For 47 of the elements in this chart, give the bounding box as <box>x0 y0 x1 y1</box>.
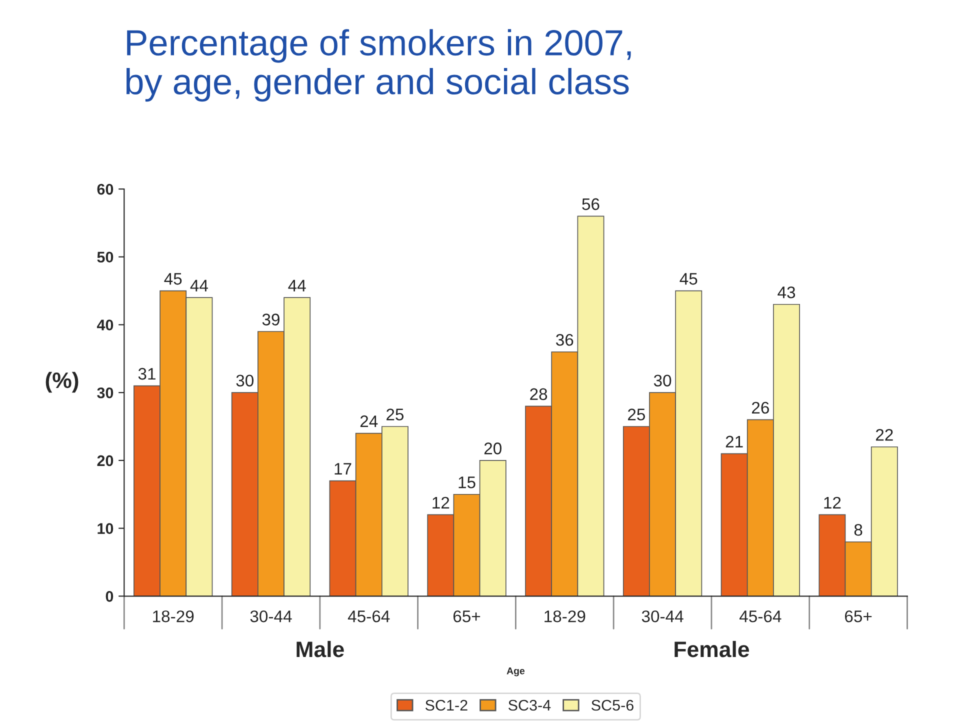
data-label: 8 <box>854 524 862 536</box>
x-tick-label: 65+ <box>845 610 872 622</box>
data-label: 31 <box>138 368 156 380</box>
x-tick-label: 18-29 <box>544 610 586 622</box>
data-label: 20 <box>484 442 502 454</box>
chart-title: Percentage of smokers in 2007, by age, gender and social class <box>126 29 631 102</box>
x-tick-label: 65+ <box>453 610 480 622</box>
data-label: 28 <box>530 388 548 400</box>
x-tick-label: 18-29 <box>153 610 194 622</box>
x-tick-label: 30-44 <box>642 610 684 622</box>
y-tick-label: 10 <box>98 523 114 534</box>
data-label: 26 <box>752 402 769 414</box>
y-tick-label: 0 <box>106 591 114 602</box>
data-label: 12 <box>432 496 450 508</box>
data-label: 44 <box>288 280 306 292</box>
data-label: 25 <box>628 408 645 420</box>
data-label: 17 <box>334 463 352 475</box>
text: Male <box>296 640 344 658</box>
text: Female <box>674 640 750 658</box>
x-tick-label: 45-64 <box>348 610 390 622</box>
data-label: 12 <box>824 496 841 508</box>
y-axis-title: (%) <box>46 372 78 393</box>
x-tick-label: 30-44 <box>250 610 292 622</box>
data-label: 36 <box>556 334 574 346</box>
data-label: 39 <box>262 314 280 326</box>
data-label: 24 <box>360 415 378 428</box>
data-label: 30 <box>236 374 254 387</box>
y-tick-label: 30 <box>97 387 114 398</box>
x-axis-title: Age <box>506 668 525 676</box>
y-tick-label: 50 <box>97 252 114 263</box>
data-label: 45 <box>164 273 182 285</box>
data-label: 45 <box>680 273 698 285</box>
y-tick-label: 40 <box>96 320 114 330</box>
data-label: 22 <box>876 428 893 441</box>
legend-label: SC5-6 <box>592 700 634 711</box>
data-label: 30 <box>654 374 672 387</box>
data-label: 56 <box>582 198 600 210</box>
data-label: 25 <box>386 408 404 420</box>
y-tick-label: 60 <box>97 184 114 195</box>
legend-label: SC3-4 <box>508 700 551 711</box>
data-label: 43 <box>778 286 796 298</box>
x-tick-label: 45-64 <box>739 610 782 622</box>
y-tick-label: 20 <box>97 455 114 466</box>
data-label: 44 <box>190 280 208 292</box>
data-label: 15 <box>458 476 476 488</box>
legend-label: SC1-2 <box>425 700 468 711</box>
data-label: 21 <box>726 436 743 448</box>
